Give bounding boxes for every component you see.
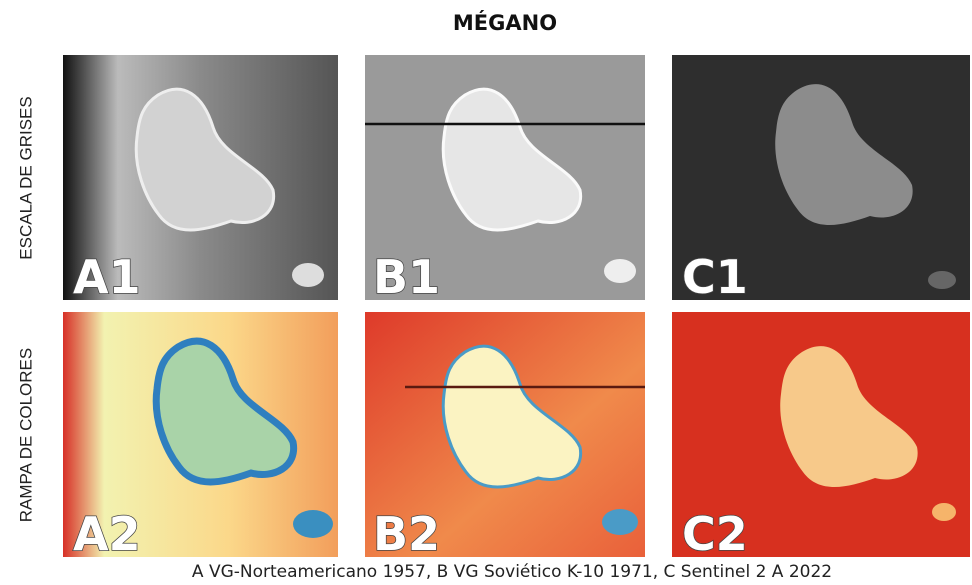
panel: C1	[672, 55, 970, 304]
panel: B1	[365, 55, 645, 304]
caption: A VG-Norteamericano 1957, B VG Soviético…	[192, 562, 832, 582]
panel: A2	[63, 312, 338, 561]
panel: A1	[63, 55, 338, 304]
panel: B2	[365, 312, 645, 561]
row-label: RAMPA DE COLORES	[16, 348, 35, 522]
panel-label: A1	[73, 250, 141, 304]
panel: C2	[672, 312, 970, 561]
panel-label: C2	[682, 507, 748, 561]
figure: MÉGANO ESCALA DE GRISES RAMPA DE COLORES…	[0, 0, 972, 585]
panel-label: C1	[682, 250, 748, 304]
panel-label: A2	[73, 507, 141, 561]
row-label: ESCALA DE GRISES	[16, 96, 35, 259]
panel-label: B1	[373, 250, 440, 304]
panel-label: B2	[373, 507, 440, 561]
figure-title: MÉGANO	[453, 10, 557, 35]
